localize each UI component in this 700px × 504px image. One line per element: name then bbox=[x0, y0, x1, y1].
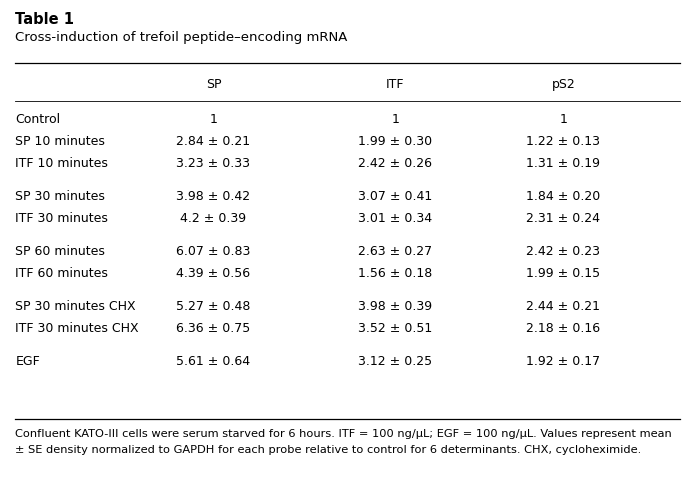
Text: 6.07 ± 0.83: 6.07 ± 0.83 bbox=[176, 245, 251, 258]
Text: Confluent KATO-III cells were serum starved for 6 hours. ITF = 100 ng/μL; EGF = : Confluent KATO-III cells were serum star… bbox=[15, 429, 672, 439]
Text: ITF 30 minutes CHX: ITF 30 minutes CHX bbox=[15, 322, 139, 335]
Text: 1: 1 bbox=[209, 113, 218, 127]
Text: ITF 10 minutes: ITF 10 minutes bbox=[15, 157, 108, 170]
Text: 1.56 ± 0.18: 1.56 ± 0.18 bbox=[358, 267, 433, 280]
Text: ITF 30 minutes: ITF 30 minutes bbox=[15, 212, 108, 225]
Text: 2.84 ± 0.21: 2.84 ± 0.21 bbox=[176, 135, 251, 148]
Text: 3.12 ± 0.25: 3.12 ± 0.25 bbox=[358, 355, 433, 368]
Text: 2.31 ± 0.24: 2.31 ± 0.24 bbox=[526, 212, 601, 225]
Text: 1.31 ± 0.19: 1.31 ± 0.19 bbox=[526, 157, 601, 170]
Text: 4.2 ± 0.39: 4.2 ± 0.39 bbox=[181, 212, 246, 225]
Text: 2.44 ± 0.21: 2.44 ± 0.21 bbox=[526, 300, 601, 313]
Text: 5.27 ± 0.48: 5.27 ± 0.48 bbox=[176, 300, 251, 313]
Text: 4.39 ± 0.56: 4.39 ± 0.56 bbox=[176, 267, 251, 280]
Text: SP: SP bbox=[206, 78, 221, 91]
Text: 1.99 ± 0.30: 1.99 ± 0.30 bbox=[358, 135, 433, 148]
Text: ± SE density normalized to GAPDH for each probe relative to control for 6 determ: ± SE density normalized to GAPDH for eac… bbox=[15, 445, 642, 455]
Text: Control: Control bbox=[15, 113, 60, 127]
Text: 1.92 ± 0.17: 1.92 ± 0.17 bbox=[526, 355, 601, 368]
Text: SP 10 minutes: SP 10 minutes bbox=[15, 135, 105, 148]
Text: 6.36 ± 0.75: 6.36 ± 0.75 bbox=[176, 322, 251, 335]
Text: 1: 1 bbox=[559, 113, 568, 127]
Text: 5.61 ± 0.64: 5.61 ± 0.64 bbox=[176, 355, 251, 368]
Text: 2.63 ± 0.27: 2.63 ± 0.27 bbox=[358, 245, 433, 258]
Text: 3.23 ± 0.33: 3.23 ± 0.33 bbox=[176, 157, 251, 170]
Text: 2.18 ± 0.16: 2.18 ± 0.16 bbox=[526, 322, 601, 335]
Text: Table 1: Table 1 bbox=[15, 12, 74, 27]
Text: 3.52 ± 0.51: 3.52 ± 0.51 bbox=[358, 322, 433, 335]
Text: EGF: EGF bbox=[15, 355, 40, 368]
Text: SP 30 minutes: SP 30 minutes bbox=[15, 191, 105, 203]
Text: pS2: pS2 bbox=[552, 78, 575, 91]
Text: 3.98 ± 0.39: 3.98 ± 0.39 bbox=[358, 300, 433, 313]
Text: 1.22 ± 0.13: 1.22 ± 0.13 bbox=[526, 135, 601, 148]
Text: 2.42 ± 0.26: 2.42 ± 0.26 bbox=[358, 157, 433, 170]
Text: 3.07 ± 0.41: 3.07 ± 0.41 bbox=[358, 191, 433, 203]
Text: 2.42 ± 0.23: 2.42 ± 0.23 bbox=[526, 245, 601, 258]
Text: 3.98 ± 0.42: 3.98 ± 0.42 bbox=[176, 191, 251, 203]
Text: Cross-induction of trefoil peptide–encoding mRNA: Cross-induction of trefoil peptide–encod… bbox=[15, 31, 348, 44]
Text: 3.01 ± 0.34: 3.01 ± 0.34 bbox=[358, 212, 433, 225]
Text: SP 60 minutes: SP 60 minutes bbox=[15, 245, 105, 258]
Text: 1.84 ± 0.20: 1.84 ± 0.20 bbox=[526, 191, 601, 203]
Text: 1.99 ± 0.15: 1.99 ± 0.15 bbox=[526, 267, 601, 280]
Text: ITF 60 minutes: ITF 60 minutes bbox=[15, 267, 108, 280]
Text: 1: 1 bbox=[391, 113, 400, 127]
Text: SP 30 minutes CHX: SP 30 minutes CHX bbox=[15, 300, 136, 313]
Text: ITF: ITF bbox=[386, 78, 405, 91]
